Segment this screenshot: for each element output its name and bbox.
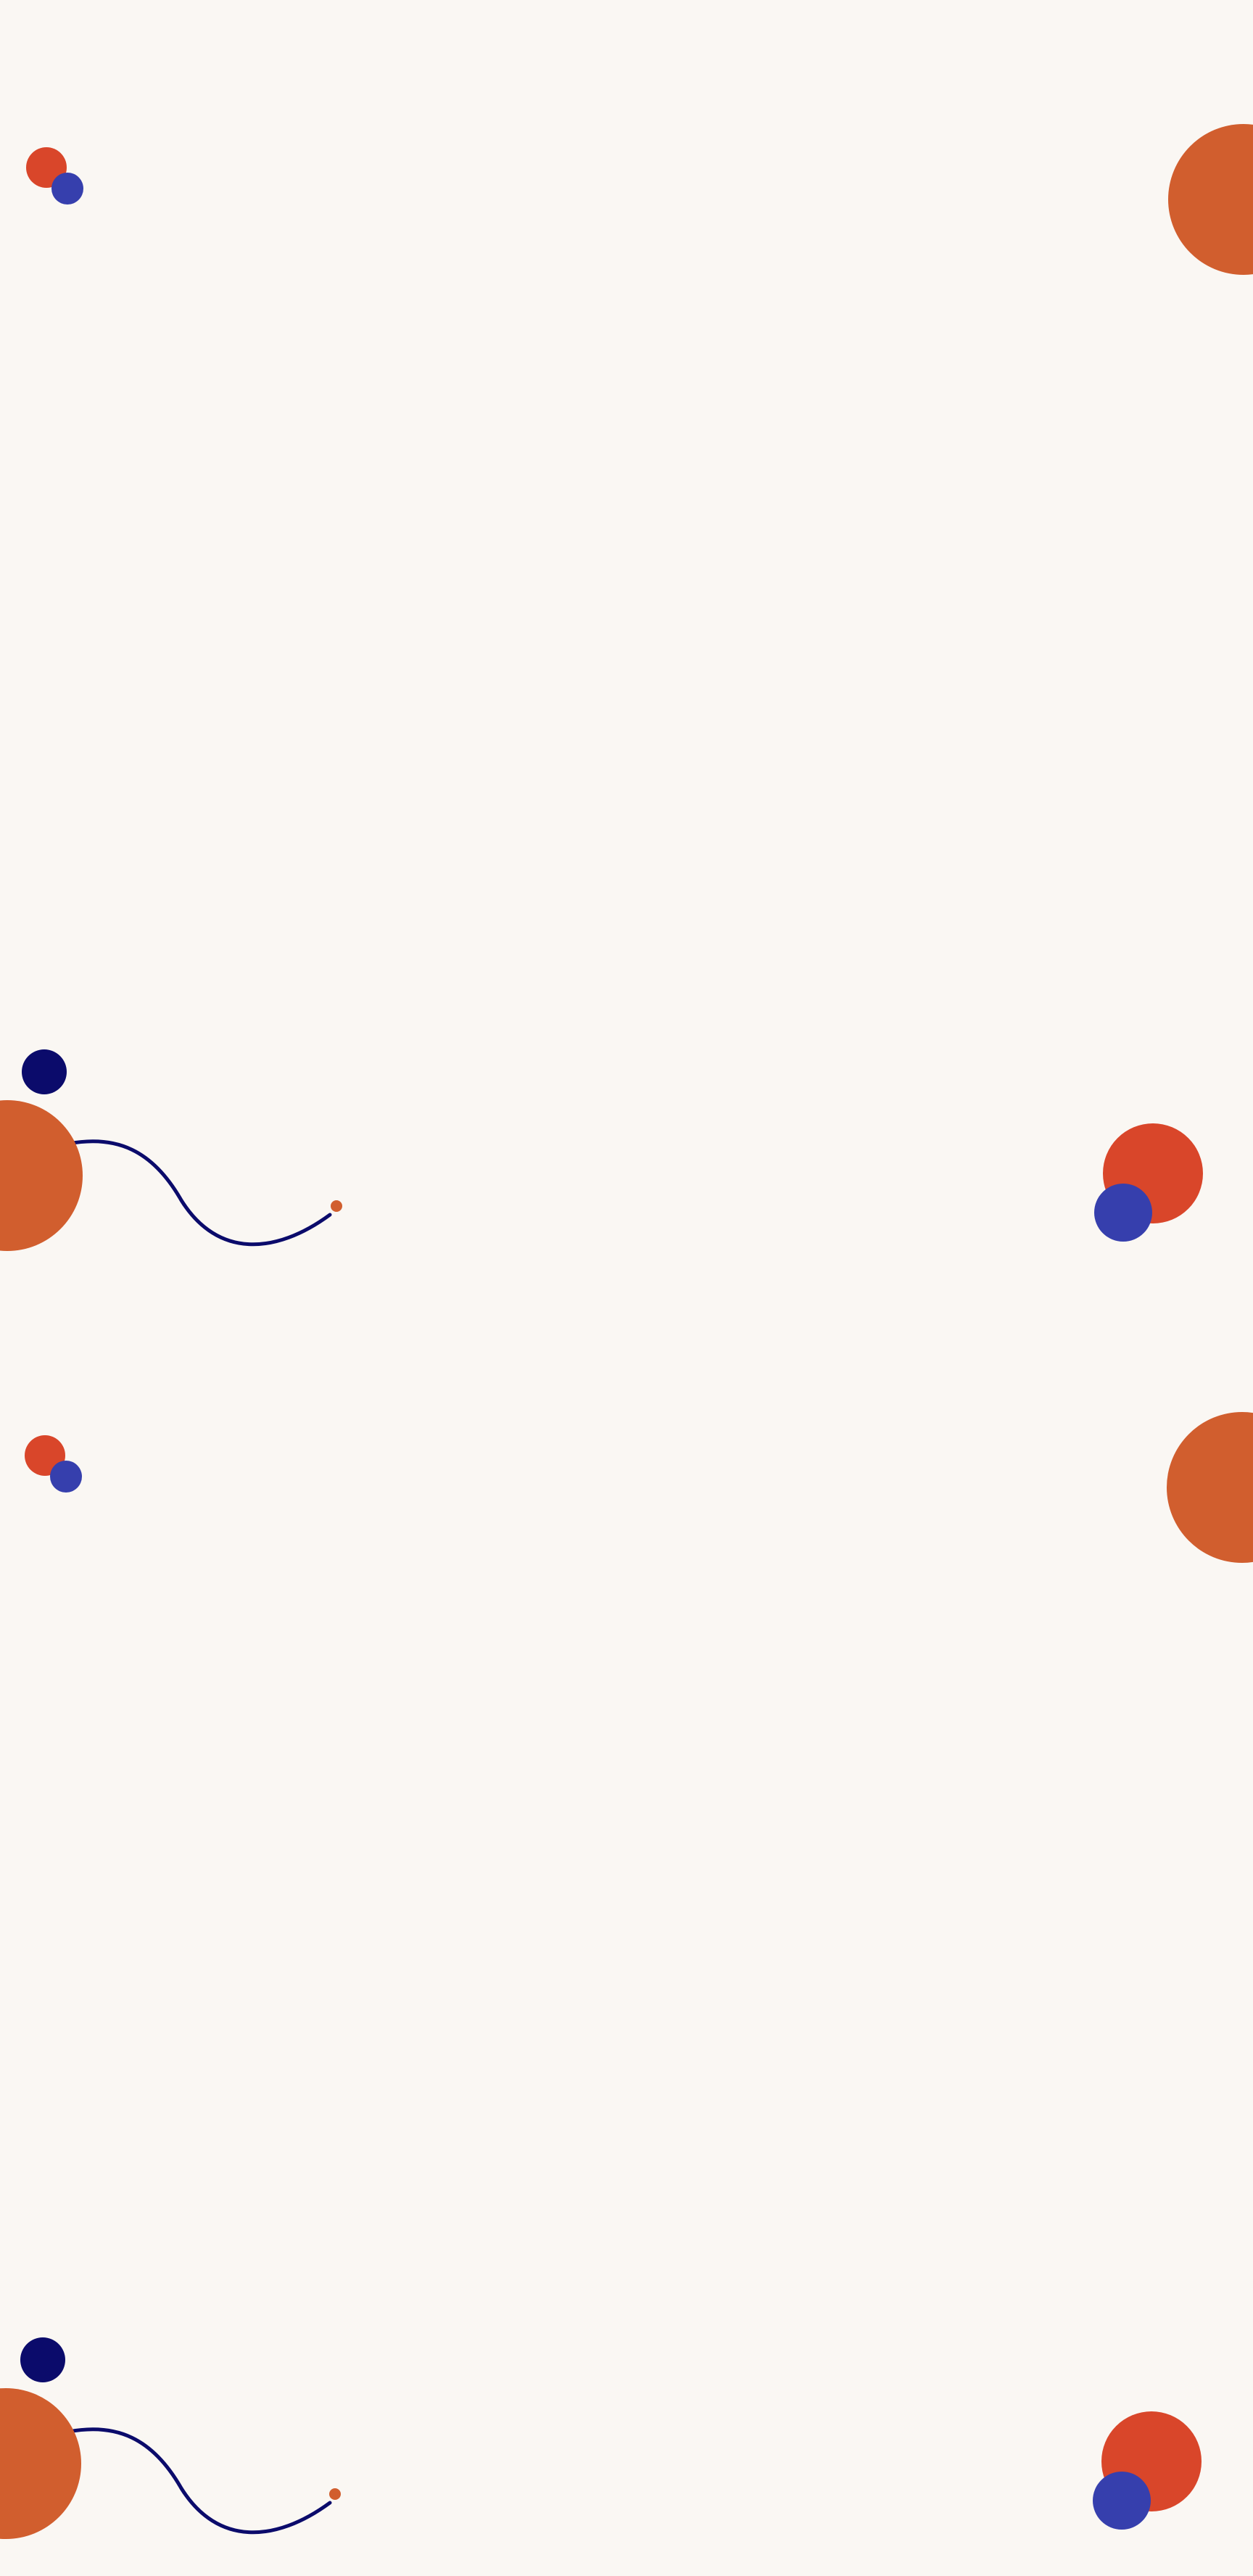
navy-squiggle-line xyxy=(67,1139,332,1247)
orange-small-endpoint-dot xyxy=(329,2488,341,2500)
blue-circle xyxy=(1094,1184,1152,1242)
blue-circle xyxy=(1093,2472,1151,2530)
large-orange-circle xyxy=(1168,124,1253,275)
small-blue-dot xyxy=(51,173,83,205)
pattern-section-2 xyxy=(0,1288,1253,2576)
navy-dot xyxy=(20,2337,65,2382)
navy-squiggle-line xyxy=(67,2427,332,2535)
large-orange-circle xyxy=(1167,1412,1253,1563)
navy-dot xyxy=(22,1049,67,1094)
orange-small-endpoint-dot xyxy=(331,1200,342,1212)
small-blue-dot xyxy=(50,1461,82,1493)
pattern-section-1 xyxy=(0,124,1253,1251)
